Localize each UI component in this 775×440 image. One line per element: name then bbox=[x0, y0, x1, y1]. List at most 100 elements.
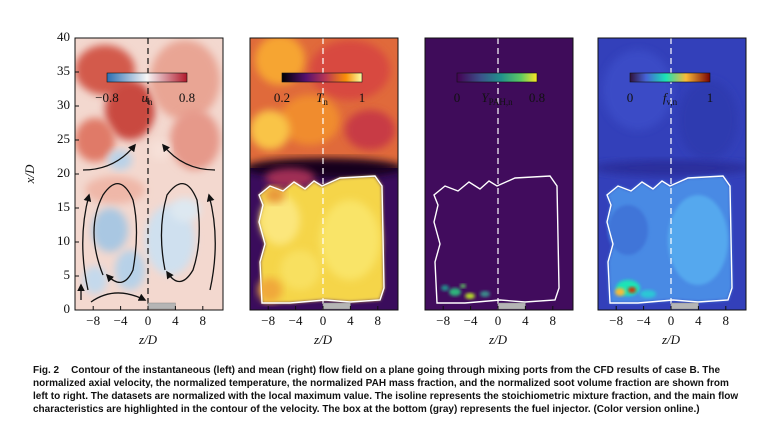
colorbar-symbol-subscript: n bbox=[323, 97, 328, 107]
contour-patch bbox=[460, 284, 466, 288]
contour-patch bbox=[265, 168, 315, 188]
colorbar-symbol-main: Y bbox=[481, 90, 490, 105]
colorbar-symbol-subscript: PAH,n bbox=[489, 97, 513, 107]
flow-arrow bbox=[90, 292, 147, 303]
contour-patch bbox=[83, 266, 107, 294]
contour-patch bbox=[265, 187, 285, 203]
colorbar-symbol-subscript: n bbox=[148, 97, 153, 107]
x-axis-label: z/D bbox=[488, 332, 508, 347]
colorbar bbox=[629, 72, 711, 83]
axes-frame bbox=[249, 37, 399, 311]
flow-arrow bbox=[82, 143, 136, 171]
contour-patch bbox=[449, 288, 461, 296]
contour-plot bbox=[75, 38, 223, 310]
flow-arrow bbox=[206, 193, 216, 291]
contour-field bbox=[425, 170, 573, 310]
colorbar-min-label: 0 bbox=[627, 90, 634, 105]
contour-patch bbox=[668, 195, 728, 285]
colorbar bbox=[281, 72, 363, 83]
isoline bbox=[258, 175, 385, 304]
y-tick-label: 0 bbox=[64, 301, 71, 316]
contour-patch bbox=[678, 80, 738, 160]
fuel-injector bbox=[147, 302, 176, 310]
x-tick-label: −4 bbox=[289, 313, 303, 328]
x-axis-label: z/D bbox=[661, 332, 681, 347]
y-tick-label: 15 bbox=[57, 199, 70, 214]
contour-patch bbox=[75, 118, 115, 162]
colorbar-symbol: un bbox=[142, 90, 154, 107]
contour-patch bbox=[615, 288, 625, 296]
x-tick-label: −4 bbox=[464, 313, 478, 328]
contour-patch bbox=[280, 250, 320, 290]
contour-patch bbox=[628, 287, 636, 293]
colorbar-min-label: −0.8 bbox=[95, 90, 119, 105]
x-tick-label: 4 bbox=[522, 313, 529, 328]
y-tick-label: 25 bbox=[57, 131, 70, 146]
colorbar-max-label: 1 bbox=[707, 90, 714, 105]
contour-patch bbox=[250, 110, 290, 150]
colorbar-min-label: 0 bbox=[454, 90, 461, 105]
panel: −0.8 0.8 un −8 −4 0 4 8 z/D 0 5 10 15 20 25 30 35 40 x/D bbox=[22, 29, 224, 347]
x-tick-label: 4 bbox=[695, 313, 702, 328]
x-tick-label: 4 bbox=[347, 313, 354, 328]
y-tick-label: 40 bbox=[57, 29, 70, 44]
fuel-injector bbox=[670, 302, 699, 310]
caption-text: Contour of the instantaneous (left) and … bbox=[33, 365, 739, 415]
contour-patch bbox=[640, 290, 656, 298]
contour-plot bbox=[425, 38, 573, 310]
axes-frame bbox=[597, 37, 747, 311]
flow-arrow bbox=[160, 183, 200, 283]
y-axis-label: x/D bbox=[22, 164, 37, 184]
colorbar-max-label: 0.8 bbox=[529, 90, 545, 105]
x-tick-label: 4 bbox=[172, 313, 179, 328]
x-tick-label: −4 bbox=[637, 313, 651, 328]
contour-patch bbox=[170, 110, 220, 170]
contour-patch bbox=[115, 250, 145, 290]
x-tick-label: −8 bbox=[261, 313, 275, 328]
isoline bbox=[606, 175, 733, 304]
x-tick-label: −4 bbox=[114, 313, 128, 328]
x-tick-label: 0 bbox=[668, 313, 675, 328]
contour-patch bbox=[320, 200, 380, 280]
x-axis-label: z/D bbox=[313, 332, 333, 347]
flow-arrow bbox=[162, 143, 216, 171]
contour-patch bbox=[280, 95, 340, 145]
x-tick-label: −8 bbox=[609, 313, 623, 328]
colorbar-min-label: 0.2 bbox=[274, 90, 290, 105]
y-tick-label: 20 bbox=[57, 165, 70, 180]
contour-patch bbox=[441, 285, 449, 291]
x-tick-label: 8 bbox=[723, 313, 730, 328]
x-tick-label: 8 bbox=[375, 313, 382, 328]
flow-arrow bbox=[82, 193, 92, 291]
x-tick-label: −8 bbox=[86, 313, 100, 328]
contour-patch bbox=[105, 80, 155, 140]
contour-patch bbox=[170, 198, 200, 222]
y-tick-label: 35 bbox=[57, 63, 70, 78]
contour-patch bbox=[480, 291, 490, 297]
colorbar bbox=[456, 72, 538, 83]
flow-arrow bbox=[93, 183, 138, 283]
colorbar-symbol-main: T bbox=[316, 90, 324, 105]
axes-frame bbox=[424, 37, 574, 311]
y-tick-label: 30 bbox=[57, 97, 70, 112]
contour-patch bbox=[465, 293, 475, 299]
x-tick-label: 0 bbox=[145, 313, 152, 328]
caption: Fig. 2 Contour of the instantaneous (left… bbox=[33, 364, 745, 416]
colorbar-symbol-main: u bbox=[142, 90, 149, 105]
contour-patch bbox=[258, 278, 282, 302]
colorbar-max-label: 1 bbox=[359, 90, 366, 105]
colorbar-symbol-subscript: v,n bbox=[666, 97, 677, 107]
contour-patch bbox=[75, 45, 135, 95]
x-axis-label: z/D bbox=[138, 332, 158, 347]
colorbar-max-label: 0.8 bbox=[179, 90, 195, 105]
figure: −0.8 0.8un−8 −4 0 4 8z/D0510152025303540x/D0.… bbox=[22, 29, 747, 347]
panel: 0 1 fv,n −8 −4 0 4 8 z/D bbox=[597, 37, 747, 347]
isoline bbox=[433, 175, 560, 304]
contour-patch bbox=[260, 195, 300, 245]
fuel-injector bbox=[497, 302, 526, 310]
x-tick-label: 0 bbox=[495, 313, 502, 328]
contour-patch bbox=[310, 40, 390, 100]
contour-plot bbox=[250, 38, 398, 310]
